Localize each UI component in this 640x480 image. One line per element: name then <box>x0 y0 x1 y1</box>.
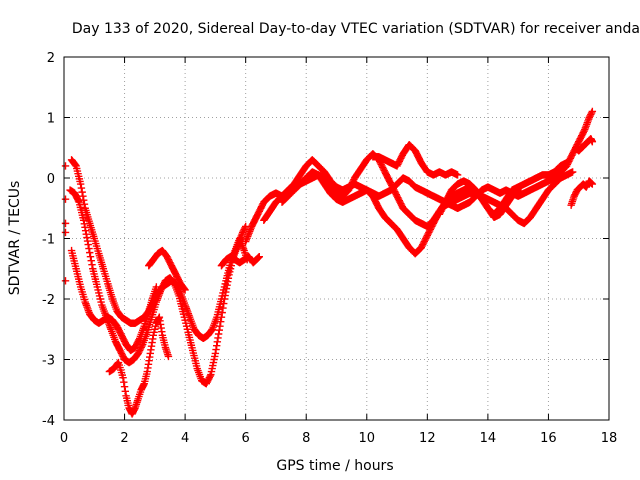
data-point <box>183 325 192 333</box>
data-point <box>220 299 228 308</box>
data-point <box>120 378 128 386</box>
data-point <box>181 286 189 294</box>
data-point <box>227 262 235 270</box>
data-point <box>216 317 225 326</box>
grid-layer <box>64 57 609 420</box>
data-point <box>121 387 130 395</box>
data-point <box>179 310 188 318</box>
series-track-5 <box>145 246 189 294</box>
x-tick-label: 6 <box>242 431 250 446</box>
data-point <box>61 277 70 285</box>
data-point <box>182 322 191 330</box>
x-tick-label: 12 <box>419 431 436 446</box>
data-point <box>120 383 129 391</box>
chart-title: Day 133 of 2020, Sidereal Day-to-day VTE… <box>72 21 640 37</box>
data-point <box>119 373 127 382</box>
data-point <box>255 252 263 261</box>
data-point <box>226 268 234 276</box>
series-track-12 <box>567 177 597 209</box>
x-tick-label: 10 <box>359 431 376 446</box>
data-point <box>151 322 160 330</box>
x-tick-label: 18 <box>601 431 618 446</box>
x-tick-label: 2 <box>120 431 128 446</box>
data-point <box>85 244 93 253</box>
data-point <box>180 285 189 293</box>
data-point <box>182 319 190 327</box>
x-tick-label: 0 <box>60 431 68 446</box>
data-point <box>217 313 226 321</box>
data-point <box>95 292 104 300</box>
x-tick-label: 16 <box>540 431 557 446</box>
data-point <box>150 328 158 336</box>
data-point <box>180 313 189 321</box>
data-point <box>219 304 227 312</box>
series-track-11 <box>435 159 571 218</box>
x-tick-label: 4 <box>181 431 189 446</box>
series-track-6 <box>217 252 263 270</box>
series-track-10 <box>369 141 462 179</box>
data-point <box>164 352 173 361</box>
data-point <box>588 107 597 116</box>
data-point <box>77 184 86 192</box>
data-point <box>151 325 159 333</box>
series-track-3 <box>67 246 161 355</box>
data-point <box>61 195 70 203</box>
data-point <box>61 219 70 228</box>
data-point <box>87 256 95 265</box>
data-point <box>96 295 105 303</box>
data-point <box>88 261 96 269</box>
y-tick-label: 0 <box>47 172 55 187</box>
data-point <box>61 228 70 237</box>
x-axis-label: GPS time / hours <box>276 458 393 474</box>
x-tick-label: 8 <box>302 431 310 446</box>
y-tick-label: 2 <box>47 51 55 66</box>
data-point <box>86 252 95 261</box>
x-tick-label: 14 <box>480 431 497 446</box>
data-point <box>94 286 102 294</box>
data-point <box>79 196 88 204</box>
series-track-2 <box>66 186 250 388</box>
data-point <box>86 248 94 257</box>
series-track-13 <box>571 134 597 155</box>
data-point <box>241 222 250 231</box>
data-point <box>568 168 577 176</box>
data-point <box>588 180 597 188</box>
data-point <box>61 162 70 170</box>
y-tick-label: -1 <box>42 233 55 248</box>
data-point <box>226 265 235 273</box>
y-tick-label: -4 <box>42 414 55 429</box>
data-point <box>93 283 102 291</box>
series-track-4 <box>105 313 173 418</box>
data-point <box>76 180 85 188</box>
y-tick-label: -3 <box>42 354 55 369</box>
data-point <box>587 179 596 187</box>
data-point <box>97 298 105 306</box>
data-point <box>216 322 224 330</box>
data-point <box>78 188 86 196</box>
data-markers <box>61 107 597 418</box>
data-point <box>453 171 462 179</box>
data-point <box>149 331 158 339</box>
data-point <box>225 271 233 279</box>
data-point <box>588 138 597 146</box>
data-point <box>181 316 189 324</box>
data-point <box>84 240 92 249</box>
series-track-14 <box>61 162 70 285</box>
data-point <box>79 192 87 200</box>
y-tick-label: -2 <box>42 293 55 308</box>
y-axis-label: SDTVAR / TECUs <box>7 181 23 296</box>
data-point <box>152 283 161 291</box>
data-point <box>218 308 226 317</box>
y-tick-label: 1 <box>47 112 55 127</box>
data-point <box>562 159 571 167</box>
data-point <box>95 289 103 297</box>
